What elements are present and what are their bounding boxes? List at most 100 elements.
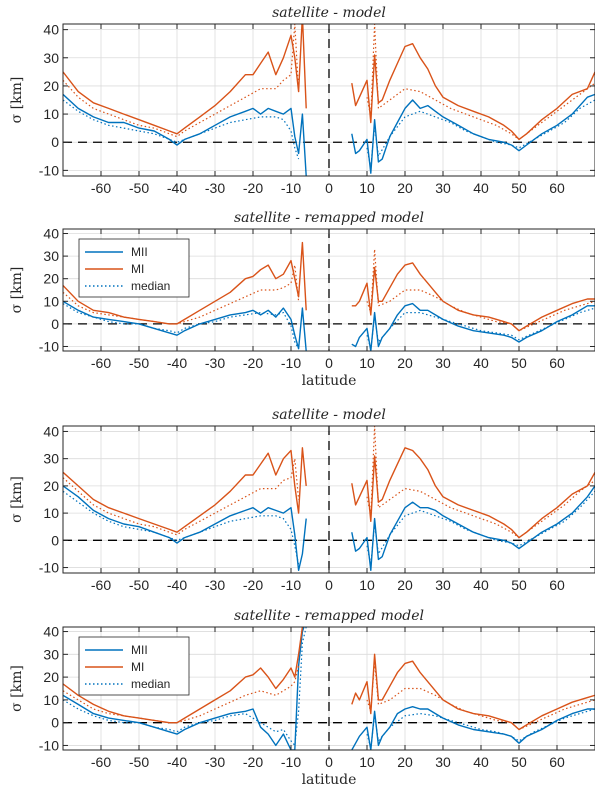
series-line-mii-median — [366, 708, 595, 749]
panel-4: -60 -50 -40 -30 -20 -10 0 10 20 30 40 50 60 -10 0 10 20 3… — [9, 608, 595, 788]
y-tick-label: 0 — [51, 134, 59, 150]
x-tick-label: 20 — [397, 180, 413, 196]
series-line-mi — [351, 653, 595, 731]
series-group — [63, 627, 595, 750]
series-line-mi — [351, 262, 595, 332]
series-line-mi-median — [63, 665, 300, 724]
x-tick-label: -10 — [281, 180, 301, 196]
x-tick-label: -30 — [205, 754, 225, 770]
chart-title: satellite - remapped model — [234, 210, 424, 226]
y-tick-label: -10 — [39, 338, 59, 354]
panel-1: -60 -50 -40 -30 -20 -10 0 10 20 30 40 50 60 -10 0 10 20 3… — [9, 5, 595, 196]
x-tick-label: 0 — [325, 355, 333, 371]
x-tick-label: -20 — [243, 180, 263, 196]
x-tick-label: 20 — [397, 355, 413, 371]
series-line-mi — [63, 447, 307, 533]
series-line-mii-median — [63, 627, 307, 746]
series-line-mii-median — [63, 99, 300, 160]
chart-title: satellite - model — [272, 407, 386, 423]
y-tick-label: 40 — [43, 226, 59, 242]
series-line-mii-median — [366, 307, 595, 350]
x-tick-label: -60 — [91, 754, 111, 770]
series-line-mi-median — [63, 24, 300, 138]
x-tick-label: 50 — [511, 754, 527, 770]
x-tick-label: 60 — [549, 754, 565, 770]
y-tick-label: 10 — [43, 692, 59, 708]
y-tick-label: 30 — [43, 50, 59, 66]
x-axis-label: latitude — [302, 373, 357, 389]
y-tick-label: 10 — [43, 293, 59, 309]
x-tick-label: -50 — [129, 355, 149, 371]
x-tick-label: 30 — [435, 355, 451, 371]
y-tick-label: 10 — [43, 106, 59, 122]
x-tick-label: -40 — [167, 355, 187, 371]
y-tick-label: 30 — [43, 248, 59, 264]
y-tick-label: 30 — [43, 646, 59, 662]
x-tick-label: 60 — [549, 355, 565, 371]
series-line-mii — [63, 627, 305, 750]
x-tick-label: -50 — [129, 180, 149, 196]
x-tick-label: -50 — [129, 754, 149, 770]
y-tick-label: 20 — [43, 271, 59, 287]
x-tick-label: 40 — [473, 577, 489, 593]
series-line-mii-median — [63, 490, 300, 565]
y-tick-label: 20 — [43, 669, 59, 685]
legend-label: MI — [131, 660, 144, 674]
x-tick-label: -10 — [281, 355, 301, 371]
legend-box — [78, 636, 190, 696]
x-tick-label: 10 — [359, 754, 375, 770]
x-tick-label: -60 — [91, 577, 111, 593]
series-group — [63, 24, 595, 176]
series-group — [63, 426, 595, 571]
legend: MII MI median — [78, 238, 190, 298]
x-tick-label: 10 — [359, 577, 375, 593]
legend-label: MI — [131, 262, 144, 276]
legend-box — [78, 238, 190, 298]
x-tick-label: 30 — [435, 577, 451, 593]
x-tick-label: 0 — [325, 754, 333, 770]
x-tick-label: 60 — [549, 180, 565, 196]
series-line-mi-median — [63, 458, 300, 536]
x-tick-label: 10 — [359, 355, 375, 371]
x-tick-label: 50 — [511, 355, 527, 371]
x-tick-label: -10 — [281, 754, 301, 770]
x-tick-label: 20 — [397, 754, 413, 770]
legend-label: MII — [131, 643, 148, 657]
legend: MII MI median — [78, 636, 190, 696]
x-tick-label: -20 — [243, 577, 263, 593]
y-axis-label: σ [km] — [9, 77, 25, 124]
legend-label: median — [131, 677, 170, 691]
series-line-mii — [63, 300, 307, 351]
y-axis-label: σ [km] — [9, 665, 25, 712]
y-tick-label: -10 — [39, 737, 59, 753]
panel-3: -60 -50 -40 -30 -20 -10 0 10 20 30 40 50 60 -10 0 10 20 3… — [9, 407, 595, 593]
x-tick-label: -30 — [205, 577, 225, 593]
x-tick-label: 10 — [359, 180, 375, 196]
y-tick-label: 10 — [43, 505, 59, 521]
panel-2: -60 -50 -40 -30 -20 -10 0 10 20 30 40 50 60 -10 0 10 20 3… — [9, 210, 595, 389]
chart-title: satellite - remapped model — [234, 608, 424, 624]
x-tick-label: -20 — [243, 754, 263, 770]
y-tick-label: 20 — [43, 478, 59, 494]
series-line-mii — [63, 485, 307, 571]
x-tick-label: 60 — [549, 577, 565, 593]
x-tick-label: -40 — [167, 180, 187, 196]
x-tick-label: 20 — [397, 577, 413, 593]
series-line-mi — [351, 447, 595, 539]
x-tick-label: -30 — [205, 355, 225, 371]
x-tick-label: 50 — [511, 180, 527, 196]
x-tick-label: 50 — [511, 577, 527, 593]
y-axis-label: σ [km] — [9, 267, 25, 314]
y-tick-label: 0 — [51, 316, 59, 332]
x-axis-label: latitude — [302, 772, 357, 788]
y-axis-label: σ [km] — [9, 476, 25, 523]
series-line-mii-median — [366, 490, 595, 566]
y-tick-label: 40 — [43, 22, 59, 38]
x-tick-label: 30 — [435, 754, 451, 770]
x-tick-label: 30 — [435, 180, 451, 196]
y-tick-label: 0 — [51, 532, 59, 548]
y-tick-label: -10 — [39, 162, 59, 178]
series-line-mii — [351, 302, 595, 351]
x-tick-label: -30 — [205, 180, 225, 196]
